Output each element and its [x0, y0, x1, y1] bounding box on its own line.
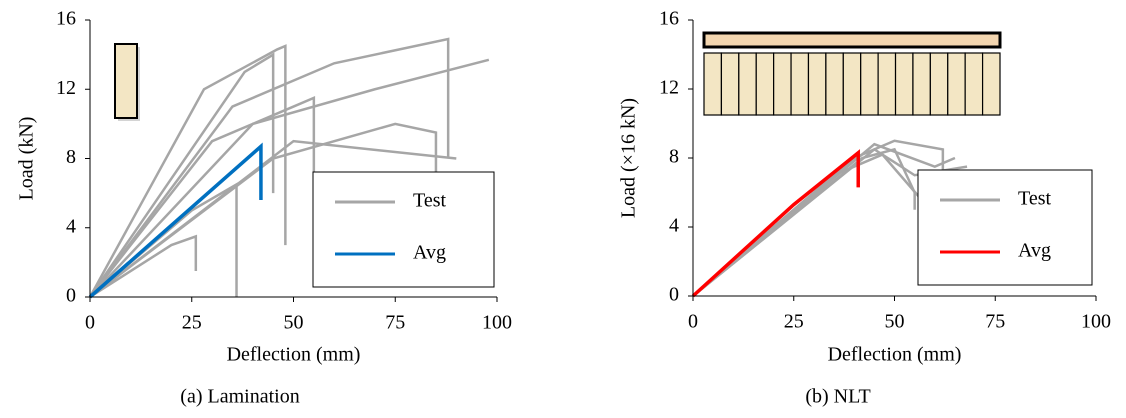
nlt-lamina — [721, 53, 738, 115]
nlt-lamina — [965, 53, 982, 115]
y-tick-label: 12 — [659, 77, 679, 99]
y-tick-label: 16 — [659, 8, 679, 30]
y-tick-label: 4 — [669, 215, 679, 237]
inset-nlt — [704, 33, 1000, 115]
nlt-lamina — [739, 53, 756, 115]
y-axis-label: Load (×16 kN) — [618, 98, 640, 218]
x-tick-label: 0 — [85, 312, 95, 334]
x-tick-label: 25 — [182, 312, 202, 334]
nlt-lamina — [983, 53, 1000, 115]
legend-box — [313, 172, 494, 287]
y-axis-label: Load (kN) — [16, 117, 38, 201]
x-tick-label: 100 — [482, 312, 512, 334]
y-tick-label: 4 — [66, 215, 76, 237]
test-curve — [693, 155, 923, 296]
legend-label: Avg — [1018, 240, 1051, 262]
nlt-top-plate — [704, 33, 1000, 47]
test-curve — [693, 144, 955, 296]
test-curve — [693, 141, 943, 296]
test-curve — [693, 149, 915, 296]
legend-box — [918, 170, 1092, 285]
nlt-lamina — [808, 53, 825, 115]
x-tick-label: 50 — [885, 311, 905, 333]
y-tick-label: 16 — [56, 8, 76, 30]
nlt-lamina — [896, 53, 913, 115]
nlt-lamina — [826, 53, 843, 115]
x-tick-label: 75 — [985, 311, 1005, 333]
caption: (a) Lamination — [180, 386, 299, 408]
nlt-lamina — [843, 53, 860, 115]
nlt-lamina — [861, 53, 878, 115]
nlt-lamina — [948, 53, 965, 115]
y-tick-label: 8 — [669, 146, 679, 168]
x-tick-label: 0 — [688, 311, 698, 333]
y-tick-label: 0 — [669, 284, 679, 306]
x-axis-label: Deflection (mm) — [828, 344, 962, 366]
figure: 0 25 50 75 100 0 4 8 12 16 Deflection (mm) Load (kN… — [0, 0, 1126, 413]
nlt-lamina — [774, 53, 791, 115]
nlt-lamina — [878, 53, 895, 115]
y-tick-label: 0 — [66, 285, 76, 307]
nlt-lamina — [930, 53, 947, 115]
caption: (b) NLT — [805, 386, 870, 408]
y-tick-label: 12 — [56, 77, 76, 99]
legend-label: Avg — [413, 242, 446, 264]
nlt-lamina — [756, 53, 773, 115]
nlt-lamina — [913, 53, 930, 115]
x-axis-label: Deflection (mm) — [227, 344, 361, 366]
x-tick-label: 50 — [284, 312, 304, 334]
legend-label: Test — [413, 190, 446, 212]
y-tick-label: 8 — [66, 146, 76, 168]
x-tick-label: 75 — [385, 312, 405, 334]
nlt-lamina — [704, 53, 721, 115]
x-tick-label: 100 — [1081, 311, 1111, 333]
legend-label: Test — [1018, 188, 1051, 210]
lamination-icon — [115, 44, 137, 118]
inset-lamination — [115, 44, 140, 121]
x-tick-label: 25 — [784, 311, 804, 333]
nlt-lamina — [791, 53, 808, 115]
